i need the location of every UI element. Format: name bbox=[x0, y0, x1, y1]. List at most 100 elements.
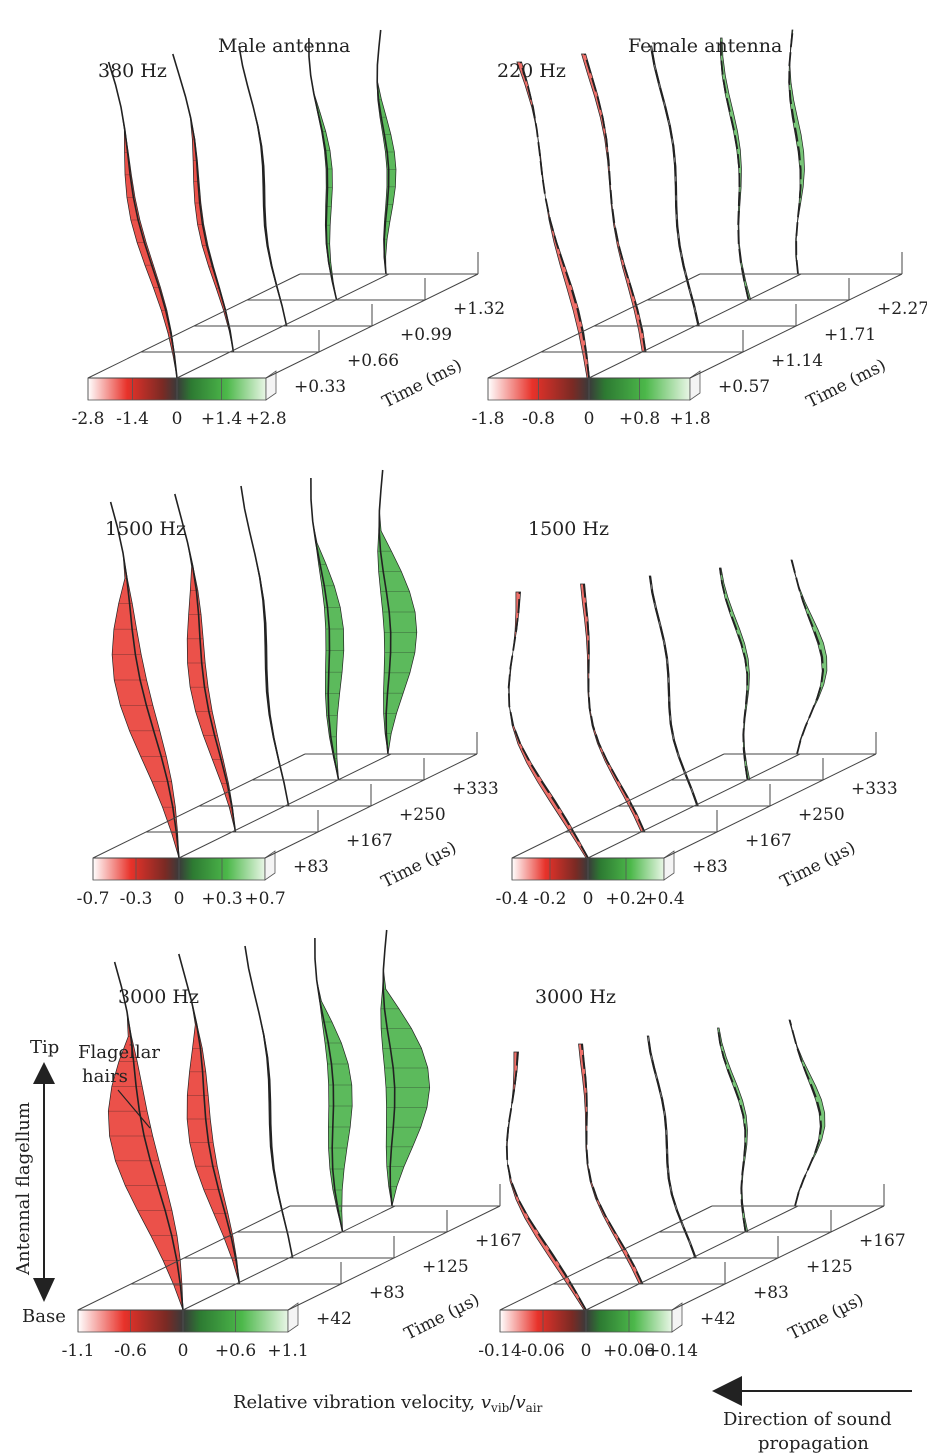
antenna-stem bbox=[790, 559, 825, 755]
scale-value: 0 bbox=[172, 409, 183, 429]
scale-value: -0.3 bbox=[120, 889, 153, 909]
time-value: +250 bbox=[399, 805, 446, 825]
depth-line bbox=[499, 1205, 713, 1311]
depth-line bbox=[77, 1205, 291, 1311]
scale-value: -0.4 bbox=[496, 889, 529, 909]
time-value: +83 bbox=[369, 1283, 405, 1303]
antenna-stem bbox=[519, 61, 590, 379]
frequency-label: 220 Hz bbox=[497, 60, 566, 82]
antenna-surface bbox=[240, 485, 289, 807]
sound-direction: Direction of sound propagation bbox=[712, 1376, 912, 1454]
panel-female-220hz: 220 Hz Female antenna -1.8 -0.8 0 +0.8 +1.8 +… bbox=[472, 29, 927, 429]
antenna-stem bbox=[314, 937, 344, 1233]
time-value: +42 bbox=[700, 1309, 736, 1329]
time-value: +250 bbox=[798, 805, 845, 825]
time-axis-label: Time (µs) bbox=[401, 1290, 483, 1345]
antenna-stem bbox=[113, 961, 184, 1311]
panel-male-380hz: 380 Hz Male antenna -2.8 -1.4 0 +1.4 +2.8 +0.… bbox=[72, 29, 505, 429]
antenna-stem bbox=[507, 591, 589, 859]
scale-value: 0 bbox=[584, 409, 595, 429]
time-value: +125 bbox=[806, 1257, 853, 1277]
scale-value: -0.6 bbox=[114, 1341, 147, 1361]
time-value: +167 bbox=[745, 831, 792, 851]
antenna-surface bbox=[516, 61, 590, 379]
time-value: +1.14 bbox=[771, 351, 823, 371]
tip-label: Tip bbox=[30, 1037, 59, 1058]
arrow-down-icon bbox=[33, 1278, 55, 1302]
antenna-stem bbox=[378, 469, 392, 755]
antenna-stem bbox=[382, 929, 396, 1207]
antenna-stem bbox=[505, 1051, 587, 1311]
frequency-label: 3000 Hz bbox=[535, 986, 616, 1008]
depth-line bbox=[511, 753, 725, 859]
time-value: +83 bbox=[293, 857, 329, 877]
time-value: +83 bbox=[692, 857, 728, 877]
panel-header: Male antenna bbox=[218, 35, 350, 57]
depth-line bbox=[587, 753, 801, 859]
scale-value: 0 bbox=[178, 1341, 189, 1361]
time-value: +333 bbox=[851, 779, 898, 799]
antenna-stem bbox=[174, 493, 237, 833]
panel-female-1500hz: 1500 Hz -0.4 -0.2 0 +0.2+0.4 +83 +167 +250 +333… bbox=[496, 518, 898, 909]
antenna-stem bbox=[580, 1043, 644, 1285]
scale-value: -0.2 bbox=[534, 889, 567, 909]
depth-line bbox=[487, 273, 701, 379]
scale-value: +1.1 bbox=[267, 1341, 308, 1361]
time-value: +167 bbox=[859, 1231, 906, 1251]
time-value: +125 bbox=[422, 1257, 469, 1277]
antenna-stem bbox=[788, 29, 802, 275]
scale-value: 0 bbox=[583, 889, 594, 909]
frequency-label: 1500 Hz bbox=[105, 518, 186, 540]
scale-side bbox=[663, 850, 675, 881]
scale-side bbox=[671, 1302, 683, 1333]
caption: Relative vibration velocity, vvib/vair bbox=[233, 1392, 543, 1415]
panel-male-1500hz: 1500 Hz -0.7 -0.3 0 +0.3 +0.7 +83 +167 +250 +333… bbox=[77, 469, 499, 909]
scale-value: +0.7 bbox=[244, 889, 285, 909]
antenna-stem bbox=[650, 45, 700, 327]
hairs-label-1: Flagellar bbox=[78, 1042, 160, 1063]
antenna-surface bbox=[578, 1043, 644, 1285]
scale-value: +0.6 bbox=[215, 1341, 256, 1361]
antenna-surface bbox=[508, 591, 590, 859]
arrow-left-icon bbox=[712, 1376, 742, 1406]
frequency-label: 1500 Hz bbox=[528, 518, 609, 540]
scale-value: +0.2 bbox=[605, 889, 646, 909]
scale-value: +0.8 bbox=[619, 409, 660, 429]
scale-value: -0.7 bbox=[77, 889, 110, 909]
scale-value: +0.06 bbox=[603, 1341, 655, 1361]
scale-value: -2.8 bbox=[72, 409, 105, 429]
antenna-surface bbox=[717, 1027, 749, 1233]
antenna-surface bbox=[244, 945, 293, 1259]
antenna-stem bbox=[788, 1019, 823, 1207]
flagellum-axis: Tip Base Antennal flagellum Flagellar ha… bbox=[13, 1037, 160, 1327]
antenna-stem bbox=[376, 29, 390, 275]
scale-side bbox=[264, 850, 276, 881]
antenna-stem bbox=[649, 575, 699, 807]
scale-side bbox=[689, 370, 701, 401]
depth-line bbox=[176, 273, 390, 379]
scale-value: +1.8 bbox=[669, 409, 710, 429]
depth-line bbox=[92, 753, 306, 859]
time-value: +1.71 bbox=[824, 325, 876, 345]
antenna-surface bbox=[790, 559, 828, 755]
antenna-stem bbox=[240, 485, 290, 807]
antenna-stem bbox=[308, 37, 338, 301]
antenna-stem bbox=[107, 61, 178, 379]
antenna-stem bbox=[172, 53, 235, 353]
time-value: +1.32 bbox=[453, 299, 505, 319]
direction-label-1: Direction of sound bbox=[723, 1409, 892, 1430]
depth-line bbox=[588, 273, 802, 379]
scale-value: +0.4 bbox=[643, 889, 684, 909]
antenna-surface bbox=[649, 45, 700, 327]
time-value: +0.33 bbox=[294, 377, 346, 397]
time-value: +0.57 bbox=[718, 377, 770, 397]
antenna-stem bbox=[583, 53, 647, 353]
antenna-surface bbox=[719, 567, 751, 781]
antenna-stem bbox=[109, 501, 180, 859]
scale-value: 0 bbox=[174, 889, 185, 909]
antenna-stem bbox=[719, 567, 749, 781]
panel-female-3000hz: 3000 Hz -0.14 -0.06 0 +0.06+0.14+42 +83 +125 +… bbox=[478, 986, 906, 1361]
time-value: +0.66 bbox=[347, 351, 399, 371]
scale-value: -0.14 bbox=[478, 1341, 522, 1361]
scale-value: +2.8 bbox=[245, 409, 286, 429]
